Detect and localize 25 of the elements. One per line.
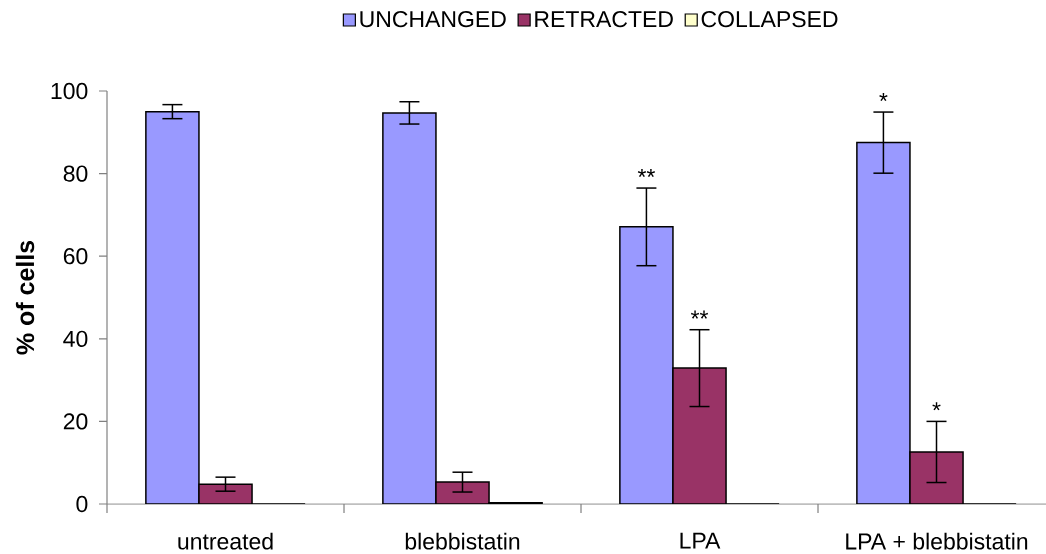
- x-tick-label: blebbistatin: [405, 532, 520, 550]
- y-tick-label: 20: [63, 413, 88, 430]
- bar: [382, 112, 437, 504]
- y-tick-label: 0: [76, 495, 88, 513]
- legend-label: UNCHANGED: [360, 10, 506, 28]
- x-tick-label: LPA + blebbistatin: [846, 532, 1028, 550]
- bar: [435, 481, 490, 504]
- annotation: *: [932, 402, 941, 411]
- x-tick-label: untreated: [178, 532, 273, 550]
- y-tick-label: 60: [63, 248, 88, 265]
- bar: [198, 483, 253, 504]
- bar: [672, 367, 727, 504]
- annotation: **: [637, 168, 656, 178]
- bar: [619, 226, 674, 504]
- y-tick-label: 40: [63, 330, 88, 347]
- x-tick-label: LPA: [680, 532, 721, 549]
- y-tick-label: 100: [51, 82, 88, 100]
- bar: [856, 141, 911, 504]
- bar: [145, 110, 200, 504]
- legend-label: COLLAPSED: [701, 10, 838, 28]
- y-tick-label: 80: [63, 165, 88, 182]
- annotation: **: [690, 310, 709, 319]
- annotation: *: [879, 92, 888, 102]
- y-axis-title: % of cells: [15, 240, 35, 355]
- legend-label: RETRACTED: [535, 10, 673, 28]
